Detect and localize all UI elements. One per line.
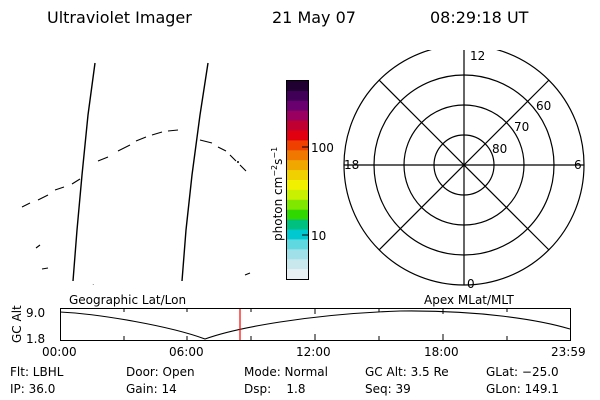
colorbar-swatch bbox=[287, 90, 308, 102]
x-tick-2359: 23:59 bbox=[551, 345, 586, 359]
colorbar-swatch bbox=[287, 249, 308, 260]
param-glon: GLon: 149.1 bbox=[486, 382, 559, 396]
colorbar-swatch bbox=[287, 189, 308, 201]
lat-label-80: 80 bbox=[492, 142, 507, 156]
plot-y-top: 9.0 bbox=[26, 306, 46, 320]
colorbar-tick-10: 10 bbox=[311, 229, 327, 243]
coastline bbox=[199, 139, 247, 172]
meridian-line bbox=[72, 62, 96, 282]
colorbar-tick-100: 100 bbox=[311, 141, 334, 155]
left-frame-label: Geographic Lat/Lon bbox=[69, 293, 187, 307]
colorbar-swatch bbox=[287, 110, 308, 122]
mlt-label-12: 12 bbox=[470, 50, 485, 63]
colorbar-swatch bbox=[287, 180, 308, 191]
geographic-map bbox=[21, 62, 251, 285]
coast-dot bbox=[237, 161, 239, 163]
plot-ticks bbox=[123, 308, 508, 340]
colorbar-swatch bbox=[287, 140, 308, 151]
param-door: Door: Open bbox=[126, 365, 195, 379]
colorbar-swatch bbox=[287, 229, 308, 240]
time-label: 08:29:18 UT bbox=[430, 8, 529, 27]
coastline bbox=[35, 244, 251, 285]
colorbar-swatch bbox=[287, 199, 308, 211]
x-tick-0000: 00:00 bbox=[42, 345, 77, 359]
lat-label-60: 60 bbox=[536, 99, 551, 113]
mlt-label-18: 18 bbox=[344, 158, 359, 172]
colorbar-swatch bbox=[287, 81, 308, 92]
polar-diagonal bbox=[378, 79, 550, 251]
param-dsp: Dsp: 1.8 bbox=[244, 382, 306, 396]
polar-plot: 12 18 6 0 60 70 80 bbox=[343, 50, 585, 290]
x-tick-0600: 06:00 bbox=[169, 345, 204, 359]
coastline bbox=[21, 129, 179, 208]
colorbar-swatch bbox=[287, 239, 308, 250]
plot-y-bottom: 1.8 bbox=[26, 332, 46, 346]
x-tick-1200: 12:00 bbox=[296, 345, 331, 359]
colorbar-swatch bbox=[287, 259, 308, 270]
right-frame-label: Apex MLat/MLT bbox=[424, 293, 514, 307]
colorbar-swatch bbox=[287, 130, 308, 141]
mlt-label-6: 6 bbox=[574, 158, 582, 172]
lat-label-70: 70 bbox=[514, 120, 529, 134]
param-gain: Gain: 14 bbox=[126, 382, 177, 396]
color-bar bbox=[286, 80, 309, 280]
param-ip: IP: 36.0 bbox=[10, 382, 56, 396]
colorbar-swatch bbox=[287, 269, 308, 279]
colorbar-swatch bbox=[287, 219, 308, 230]
colorbar-swatch bbox=[287, 170, 308, 181]
colorbar-swatch bbox=[287, 120, 308, 131]
param-gcalt: GC Alt: 3.5 Re bbox=[365, 365, 449, 379]
x-tick-1800: 18:00 bbox=[424, 345, 459, 359]
param-seq: Seq: 39 bbox=[365, 382, 411, 396]
colorbar-unit-label: photon cm−2s−1 bbox=[270, 146, 285, 241]
instrument-title: Ultraviolet Imager bbox=[47, 8, 192, 27]
colorbar-swatch bbox=[287, 100, 308, 112]
date-label: 21 May 07 bbox=[272, 8, 356, 27]
param-flt: Flt: LBHL bbox=[10, 365, 64, 379]
colorbar-swatch bbox=[287, 160, 308, 171]
meridian-line bbox=[181, 62, 209, 282]
colorbar-swatch bbox=[287, 209, 308, 221]
plot-ylabel: GC Alt bbox=[10, 305, 24, 343]
altitude-plot bbox=[60, 308, 571, 341]
mlt-label-0: 0 bbox=[467, 277, 475, 290]
param-mode: Mode: Normal bbox=[244, 365, 328, 379]
colorbar-swatch bbox=[287, 150, 308, 161]
altitude-curve bbox=[60, 310, 571, 340]
param-glat: GLat: −25.0 bbox=[486, 365, 559, 379]
